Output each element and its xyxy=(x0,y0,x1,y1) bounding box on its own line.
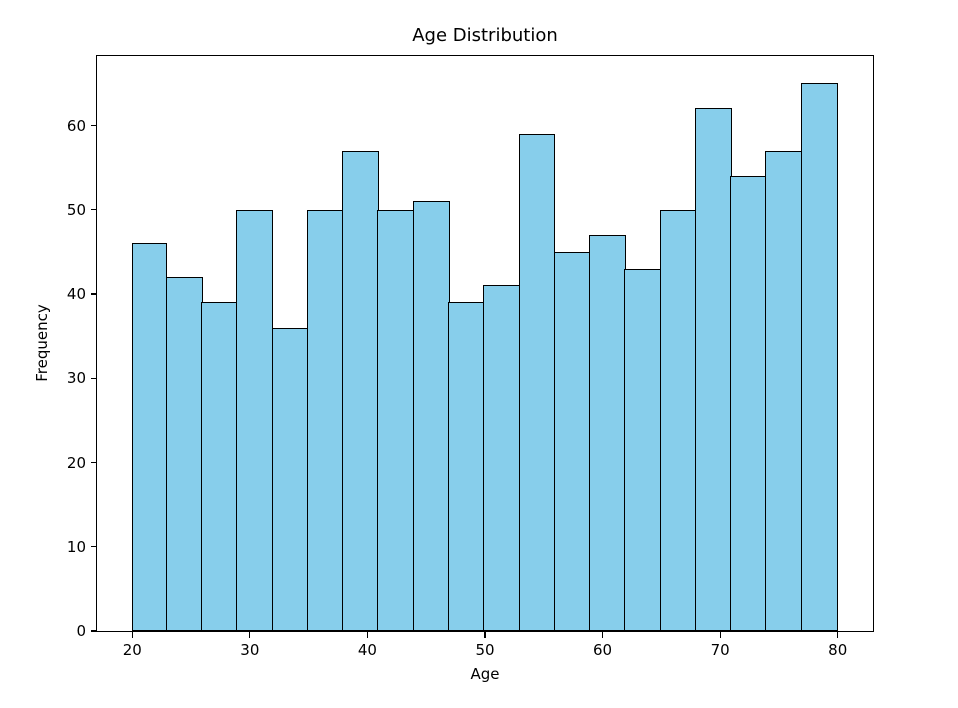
histogram-bar xyxy=(589,234,626,631)
y-tick-mark xyxy=(91,546,97,548)
y-tick-label: 40 xyxy=(66,285,86,303)
x-tick-label: 60 xyxy=(593,641,613,659)
x-tick-label: 80 xyxy=(828,641,848,659)
x-tick-label: 20 xyxy=(122,641,142,659)
histogram-bar xyxy=(201,302,238,631)
y-tick-mark xyxy=(91,461,97,464)
x-tick-label: 40 xyxy=(357,641,377,659)
histogram-bar xyxy=(483,285,521,631)
plot-area xyxy=(95,54,874,632)
histogram-bar xyxy=(271,327,309,631)
chart-title: Age Distribution xyxy=(412,25,558,46)
x-tick-label: 30 xyxy=(240,641,260,659)
y-tick-mark xyxy=(91,209,97,211)
x-tick-mark xyxy=(601,632,604,639)
x-axis-label: Age xyxy=(470,665,500,683)
histogram-bar xyxy=(659,209,697,631)
x-tick-mark xyxy=(719,632,721,639)
histogram-bar xyxy=(800,83,838,631)
histogram-bar xyxy=(236,209,274,631)
histogram-bar xyxy=(306,209,344,631)
x-tick-mark xyxy=(366,632,368,639)
y-tick-label: 0 xyxy=(76,622,86,640)
x-tick-mark xyxy=(131,632,133,639)
y-tick-mark xyxy=(91,630,97,632)
histogram-bar xyxy=(624,268,662,631)
y-axis-label: Frequency xyxy=(33,304,51,382)
histogram-bar xyxy=(765,150,803,631)
histogram-bar xyxy=(694,108,732,631)
x-tick-mark xyxy=(249,632,251,639)
histogram-bar xyxy=(518,133,556,631)
y-tick-mark xyxy=(91,377,97,379)
y-tick-label: 10 xyxy=(66,537,86,556)
y-tick-label: 20 xyxy=(66,453,86,472)
y-tick-label: 50 xyxy=(66,200,86,219)
y-tick-mark xyxy=(91,293,97,295)
histogram-bar xyxy=(342,150,379,631)
histogram-bar xyxy=(553,251,591,631)
histogram-bar xyxy=(730,175,767,631)
x-tick-mark xyxy=(837,632,839,639)
y-tick-mark xyxy=(91,124,97,127)
y-tick-label: 30 xyxy=(66,369,86,388)
histogram-bar xyxy=(448,302,485,631)
x-tick-label: 70 xyxy=(710,641,730,659)
histogram-bar xyxy=(412,201,450,631)
histogram-bar xyxy=(377,209,415,631)
y-tick-label: 60 xyxy=(66,116,86,135)
x-tick-label: 50 xyxy=(475,641,495,659)
histogram-bar xyxy=(165,276,203,631)
x-tick-mark xyxy=(484,632,486,639)
histogram-bar xyxy=(132,243,168,631)
